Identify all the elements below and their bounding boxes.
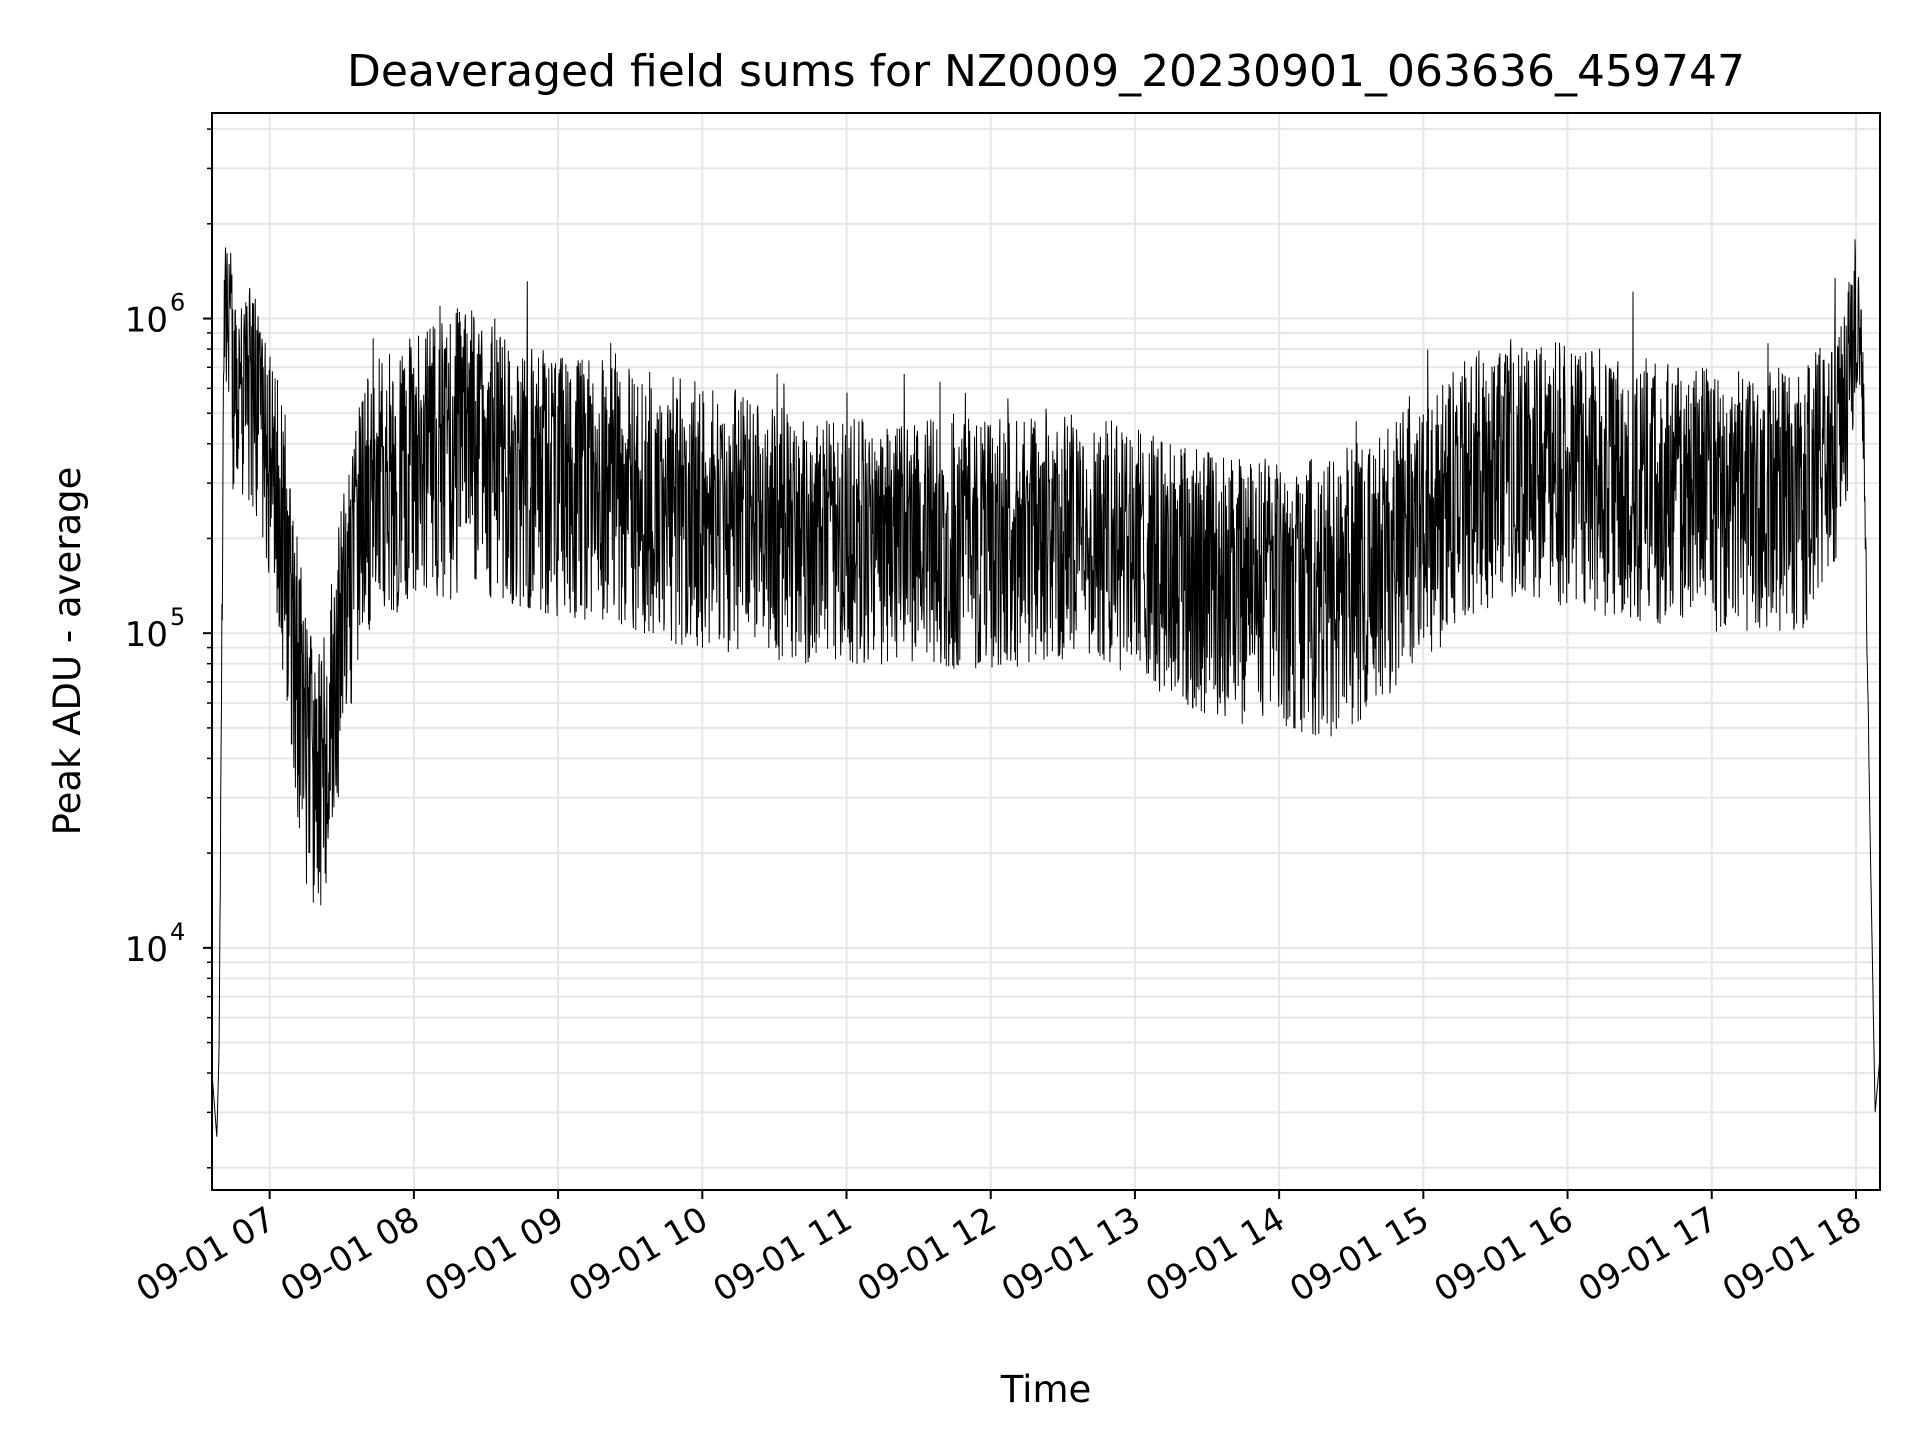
data-line-series bbox=[211, 239, 1881, 1137]
data-line-group bbox=[211, 239, 1881, 1137]
y-tick-exponent: 5 bbox=[170, 603, 185, 631]
plot-frame bbox=[211, 112, 1881, 1191]
y-tick-label: 10 bbox=[125, 930, 168, 970]
grid bbox=[212, 113, 1880, 1190]
y-tick-label: 10 bbox=[125, 615, 168, 655]
chart-title: Deaveraged field sums for NZ0009_2023090… bbox=[347, 46, 1745, 97]
y-tick-exponent: 4 bbox=[170, 918, 185, 946]
y-tick-label: 10 bbox=[125, 301, 168, 341]
y-tick-exponent: 6 bbox=[170, 289, 185, 317]
x-axis-label: Time bbox=[1000, 1368, 1092, 1411]
y-axis-label: Peak ADU - average bbox=[46, 467, 89, 836]
